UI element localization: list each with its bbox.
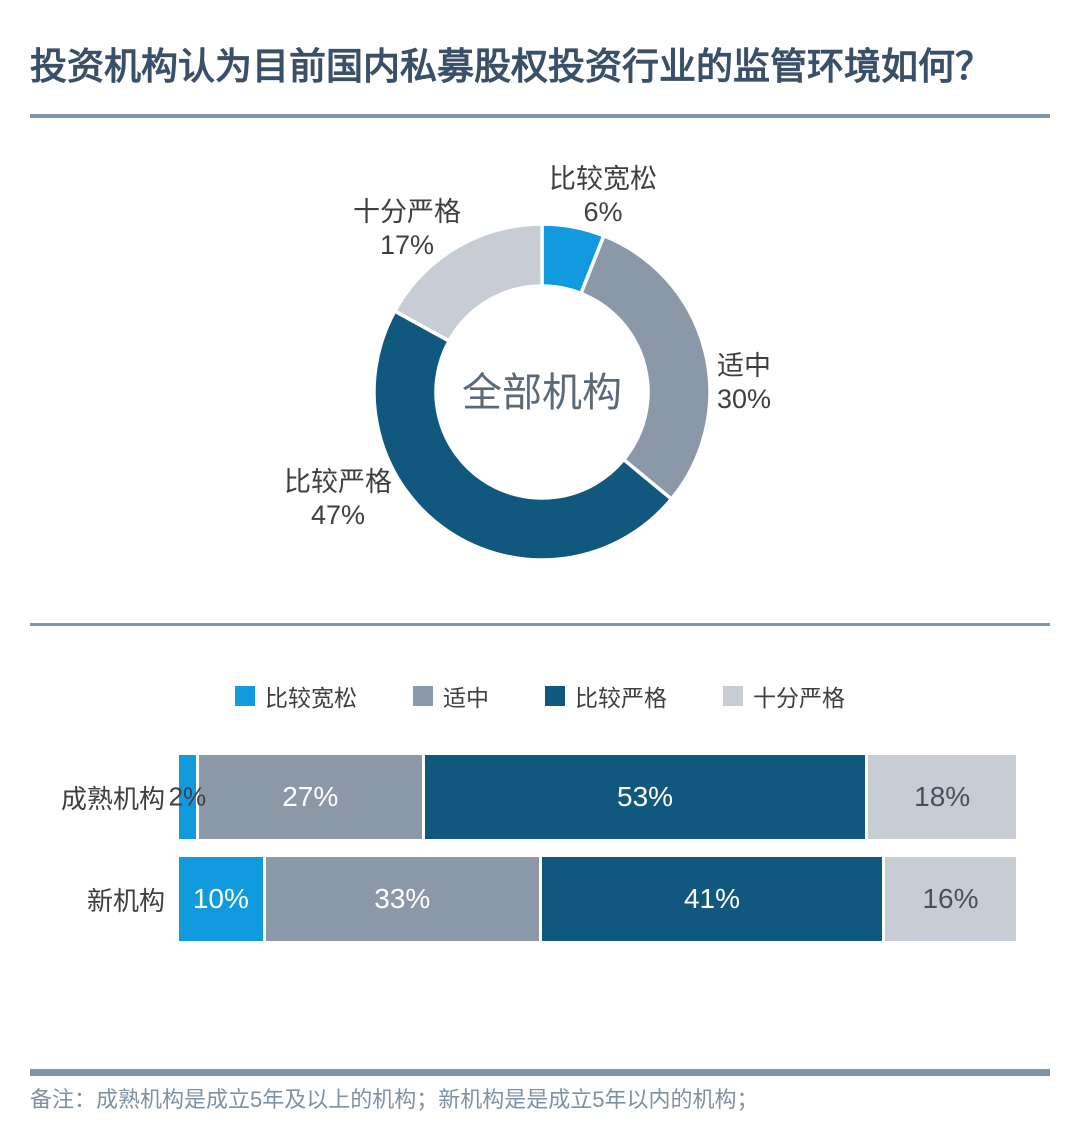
donut-callout-label: 比较严格 — [284, 467, 392, 497]
donut-slice — [372, 309, 674, 562]
bar-segment: 2% — [169, 755, 206, 839]
legend-label: 适中 — [443, 685, 489, 711]
donut-callout-value: 17% — [379, 230, 435, 260]
bar-segment-label: 41% — [683, 883, 740, 914]
bar-segment-label: 33% — [374, 883, 431, 914]
bar-track: 10% 33% 41% 16% — [179, 857, 1016, 941]
page-title: 投资机构认为目前国内私募股权投资行业的监管环境如何？ — [30, 46, 992, 87]
legend-item: 比较严格 — [545, 679, 667, 713]
bar-segment-label: 27% — [282, 781, 339, 812]
bar-segment-label: 2% — [168, 781, 207, 812]
donut-svg — [372, 222, 712, 562]
bar-segment-label: 18% — [914, 781, 971, 812]
bar-segment: 33% — [262, 857, 539, 941]
stacked-bar-chart: 成熟机构 2% 27% 53% 18% 新机构 10% 33% 41% 16% — [0, 755, 1080, 959]
donut-callout-very-strict: 十分严格 17% — [297, 196, 517, 262]
donut-callout-label: 适中 — [717, 351, 771, 381]
bar-row: 成熟机构 2% 27% 53% 18% — [0, 755, 1080, 839]
legend-swatch — [235, 686, 255, 706]
donut-callout-value: 30% — [716, 384, 772, 414]
legend-item: 十分严格 — [723, 679, 845, 713]
bar-segment: 16% — [882, 857, 1016, 941]
bar-segment: 10% — [179, 857, 263, 941]
bar-segment: 18% — [865, 755, 1016, 839]
section-divider — [30, 623, 1050, 626]
legend: 比较宽松 适中 比较严格 十分严格 — [0, 679, 1080, 713]
legend-label: 比较严格 — [575, 685, 667, 711]
bar-row-label: 新机构 — [86, 885, 165, 916]
bar-segment: 53% — [421, 755, 866, 839]
donut-center-label: 全部机构 — [462, 371, 622, 415]
bar-segment-label: 53% — [617, 781, 674, 812]
legend-swatch — [545, 686, 565, 706]
donut-callout-loose: 比较宽松 6% — [503, 163, 703, 229]
bar-segment: 27% — [195, 755, 422, 839]
donut-callout-label: 十分严格 — [353, 197, 461, 227]
title-underline — [30, 114, 1050, 118]
legend-swatch — [413, 686, 433, 706]
donut-callout-value: 6% — [583, 197, 623, 227]
note-text: 备注：成熟机构是成立5年及以上的机构；新机构是是成立5年以内的机构； — [30, 1087, 759, 1112]
legend-swatch — [723, 686, 743, 706]
legend-label: 十分严格 — [753, 685, 845, 711]
donut-chart: 全部机构 — [340, 190, 744, 594]
legend-item: 适中 — [413, 679, 489, 713]
bar-segment-label: 10% — [192, 883, 249, 914]
note-divider — [30, 1069, 1050, 1076]
donut-slice — [393, 222, 544, 343]
bar-segment-label: 16% — [922, 883, 979, 914]
donut-callout-value: 47% — [310, 500, 366, 530]
donut-callout-label: 比较宽松 — [549, 164, 657, 194]
bar-segment: 41% — [538, 857, 883, 941]
bar-track: 2% 27% 53% 18% — [169, 755, 1016, 839]
legend-label: 比较宽松 — [265, 685, 357, 711]
bar-row: 新机构 10% 33% 41% 16% — [0, 857, 1080, 941]
donut-callout-strict: 比较严格 47% — [238, 466, 438, 532]
donut-slice — [579, 234, 712, 501]
legend-item: 比较宽松 — [235, 679, 357, 713]
donut-callout-moderate: 适中 30% — [684, 350, 804, 416]
bar-row-label: 成熟机构 — [60, 783, 165, 814]
